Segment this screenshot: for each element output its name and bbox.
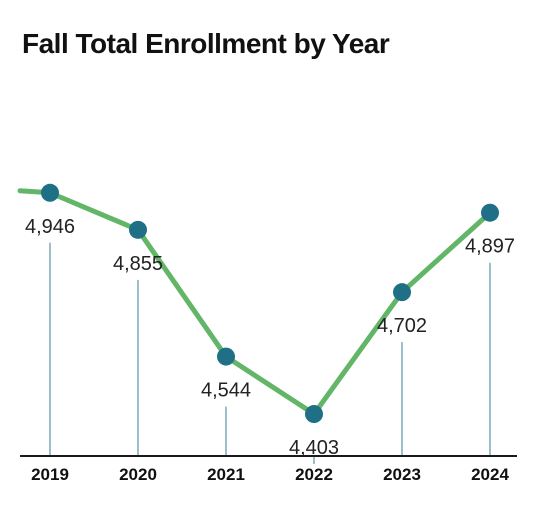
data-marker: [393, 283, 411, 301]
value-label: 4,946: [25, 216, 75, 238]
x-axis-label: 2021: [207, 465, 245, 484]
data-marker: [129, 221, 147, 239]
x-axis-label: 2023: [383, 465, 421, 484]
value-label: 4,897: [465, 236, 515, 258]
data-marker: [41, 184, 59, 202]
chart-svg: 4,9464,8554,5444,4034,7024,8972019202020…: [0, 0, 537, 516]
chart-container: Fall Total Enrollment by Year 4,946 4,855…: [0, 0, 537, 516]
data-marker: [305, 405, 323, 423]
value-label: 4,544: [201, 380, 251, 402]
x-axis-label: 2024: [471, 465, 509, 484]
x-axis-label: 2022: [295, 465, 333, 484]
data-marker: [481, 204, 499, 222]
value-label: 4,855: [113, 253, 163, 275]
series-line: [20, 191, 490, 414]
x-axis-label: 2019: [31, 465, 69, 484]
data-marker: [217, 348, 235, 366]
chart-title: Fall Total Enrollment by Year: [22, 28, 389, 60]
x-axis-label: 2020: [119, 465, 157, 484]
value-label: 4,702: [377, 315, 427, 337]
